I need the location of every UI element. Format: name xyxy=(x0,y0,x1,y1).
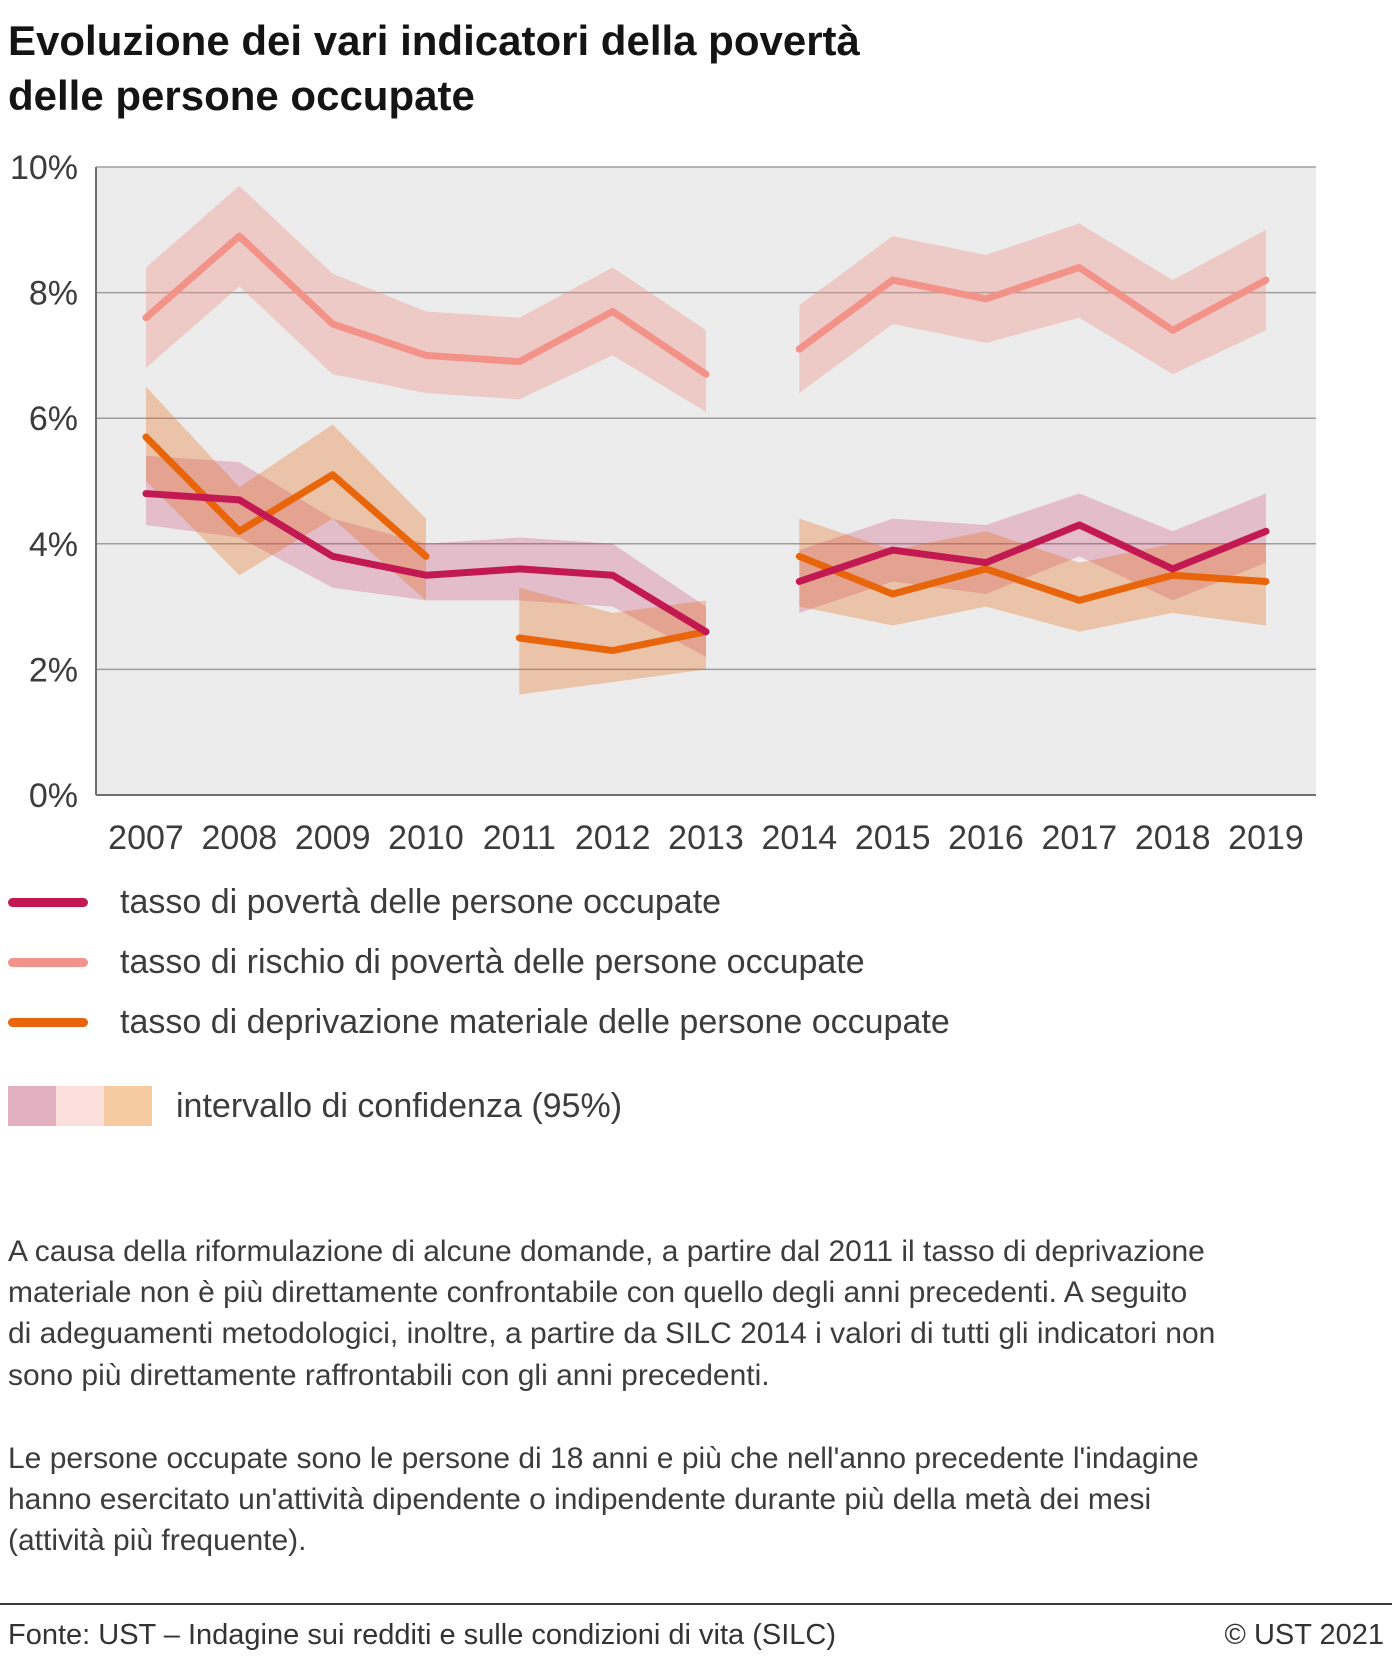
svg-text:2017: 2017 xyxy=(1042,819,1118,857)
legend-label-risk-of-poverty: tasso di rischio di povertà delle person… xyxy=(120,943,865,982)
svg-text:2010: 2010 xyxy=(388,819,464,857)
copyright-text: © UST 2021 xyxy=(1224,1619,1384,1652)
svg-text:2018: 2018 xyxy=(1135,819,1211,857)
legend-item-risk-of-poverty: tasso di rischio di povertà delle person… xyxy=(8,943,1392,982)
legend-item-material-deprivation: tasso di deprivazione materiale delle pe… xyxy=(8,1003,1392,1042)
chart-legend: tasso di povertà delle persone occupate … xyxy=(8,883,1392,1147)
svg-text:2011: 2011 xyxy=(483,819,556,857)
svg-text:2%: 2% xyxy=(29,652,78,690)
risk-of-poverty-line-swatch xyxy=(8,958,88,968)
footer: Fonte: UST – Indagine sui redditi e sull… xyxy=(0,1603,1392,1670)
confidence-swatch-orange xyxy=(104,1086,152,1127)
chart-area: 0% 2% 4% 6% 8% 10% 2007 2008 2009 2010 2011 2012 201… xyxy=(0,143,1392,857)
svg-text:8%: 8% xyxy=(29,275,78,313)
legend-item-poverty-rate: tasso di povertà delle persone occupate xyxy=(8,883,1392,922)
svg-text:2016: 2016 xyxy=(948,819,1024,857)
svg-text:0%: 0% xyxy=(29,777,78,815)
legend-label-confidence-interval: intervallo di confidenza (95%) xyxy=(176,1086,623,1125)
svg-text:6%: 6% xyxy=(29,400,78,438)
svg-text:2014: 2014 xyxy=(762,819,838,857)
confidence-swatch-red xyxy=(8,1086,56,1127)
svg-text:2019: 2019 xyxy=(1228,819,1304,857)
svg-text:2009: 2009 xyxy=(295,819,371,857)
svg-text:10%: 10% xyxy=(10,149,78,187)
chart-title: Evoluzione dei vari indicatori della pov… xyxy=(8,17,860,119)
svg-text:2013: 2013 xyxy=(668,819,744,857)
legend-label-material-deprivation: tasso di deprivazione materiale delle pe… xyxy=(120,1003,950,1042)
footnote-methodology: A causa della riformulazione di alcune d… xyxy=(8,1234,1216,1392)
svg-text:2008: 2008 xyxy=(202,819,278,857)
svg-text:2015: 2015 xyxy=(855,819,931,857)
legend-item-confidence-interval: intervallo di confidenza (95%) xyxy=(8,1086,1392,1127)
legend-label-poverty-rate: tasso di povertà delle persone occupate xyxy=(120,883,722,922)
footnotes: A causa della riformulazione di alcune d… xyxy=(8,1189,1384,1603)
svg-text:2007: 2007 xyxy=(108,819,184,857)
confidence-interval-swatches xyxy=(8,1086,152,1127)
material-deprivation-line-swatch xyxy=(8,1018,88,1028)
svg-text:2012: 2012 xyxy=(575,819,651,857)
line-chart: 0% 2% 4% 6% 8% 10% 2007 2008 2009 2010 2011 2012 201… xyxy=(10,149,1316,857)
footnote-definition: Le persone occupate sono le persone di 1… xyxy=(8,1441,1199,1558)
source-text: Fonte: UST – Indagine sui redditi e sull… xyxy=(8,1619,837,1652)
confidence-swatch-pink xyxy=(56,1086,104,1127)
svg-text:4%: 4% xyxy=(29,526,78,564)
poverty-rate-line-swatch xyxy=(8,898,88,908)
